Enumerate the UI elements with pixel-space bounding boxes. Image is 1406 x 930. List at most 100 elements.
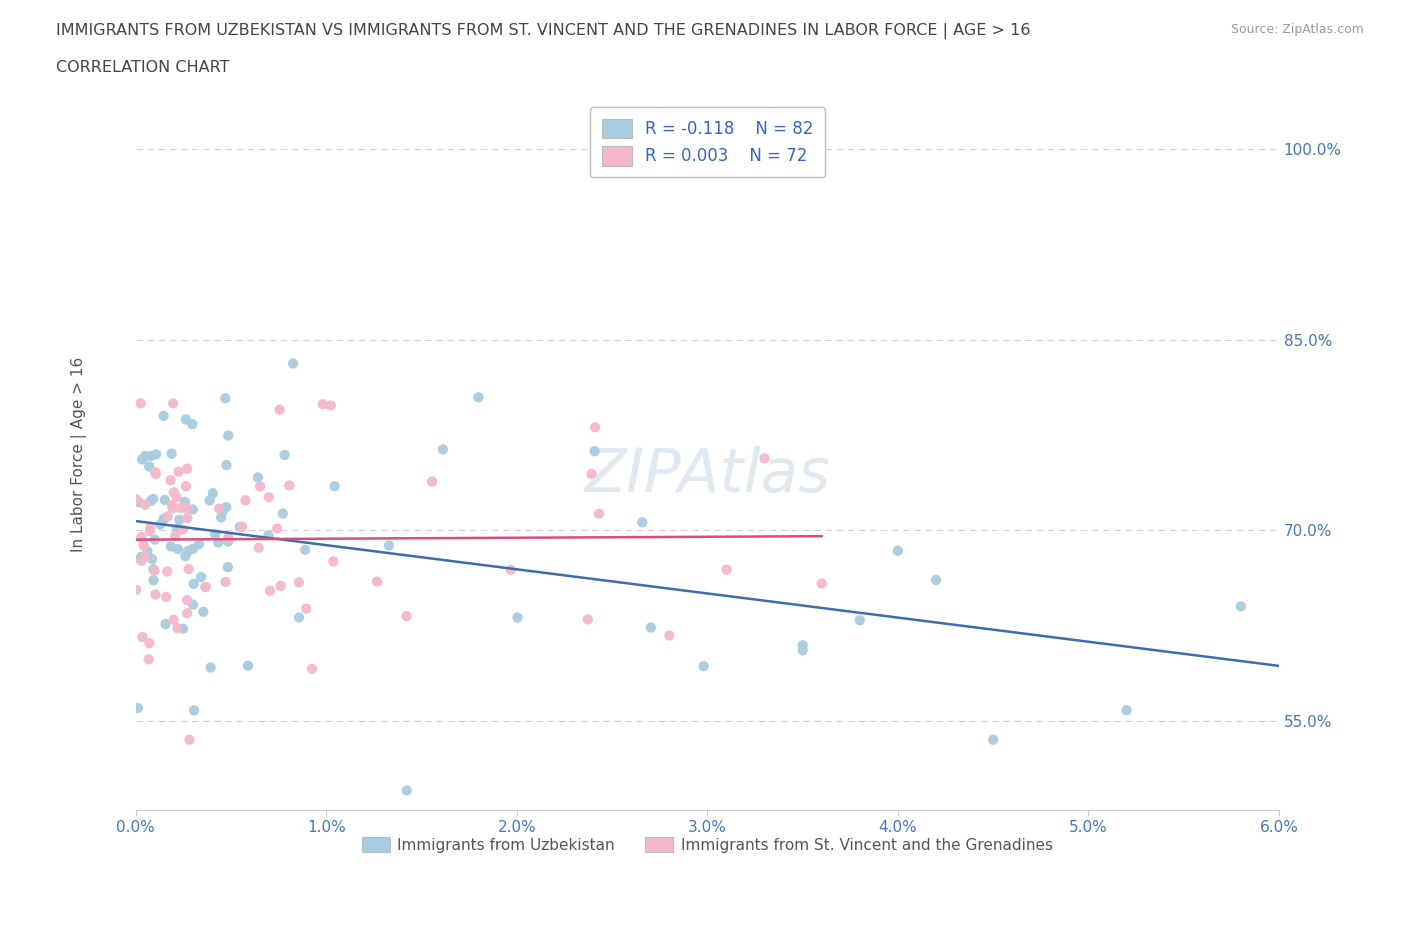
Point <box>273 447 295 462</box>
Point <box>177 562 200 577</box>
Point <box>134 448 156 463</box>
Point <box>499 563 522 578</box>
Point <box>139 520 162 535</box>
Point <box>176 461 198 476</box>
Point <box>139 494 162 509</box>
Point <box>366 574 388 589</box>
Point <box>155 590 177 604</box>
Point <box>217 530 239 545</box>
Point <box>125 492 148 507</box>
Point <box>172 621 194 636</box>
Point <box>163 485 186 500</box>
Point <box>128 495 150 510</box>
Point <box>177 543 200 558</box>
Point <box>152 512 174 526</box>
Point <box>156 565 179 579</box>
Point <box>249 479 271 494</box>
Point <box>153 493 176 508</box>
Point <box>214 391 236 405</box>
Point <box>1230 599 1253 614</box>
Point <box>129 551 152 566</box>
Point <box>167 464 190 479</box>
Point <box>294 542 316 557</box>
Point <box>134 498 156 512</box>
Point <box>160 498 183 512</box>
Point <box>143 532 166 547</box>
Point <box>174 412 197 427</box>
Point <box>176 605 198 620</box>
Point <box>208 501 231 516</box>
Point <box>658 628 681 643</box>
Point <box>194 579 217 594</box>
Point <box>162 500 184 515</box>
Point <box>166 620 188 635</box>
Point <box>692 658 714 673</box>
Point <box>129 530 152 545</box>
Point <box>155 617 177 631</box>
Point <box>145 467 167 482</box>
Point <box>217 560 239 575</box>
Point <box>174 549 197 564</box>
Point <box>631 515 654 530</box>
Point <box>176 592 198 607</box>
Point <box>131 452 153 467</box>
Point <box>378 538 401 553</box>
Point <box>162 396 184 411</box>
Point <box>142 573 165 588</box>
Point <box>136 544 159 559</box>
Point <box>181 597 204 612</box>
Point <box>143 465 166 480</box>
Point <box>217 534 239 549</box>
Point <box>640 620 662 635</box>
Point <box>169 500 191 515</box>
Point <box>198 493 221 508</box>
Point <box>588 506 610 521</box>
Point <box>849 613 872 628</box>
Point <box>176 500 198 515</box>
Point <box>925 572 948 587</box>
Point <box>166 521 188 536</box>
Point <box>271 506 294 521</box>
Point <box>131 550 153 565</box>
Point <box>506 610 529 625</box>
Point <box>166 541 188 556</box>
Point <box>792 638 814 653</box>
Point <box>134 549 156 564</box>
Point <box>270 578 292 593</box>
Point <box>145 447 167 462</box>
Point <box>204 526 226 541</box>
Point <box>257 490 280 505</box>
Point <box>395 609 418 624</box>
Point <box>160 446 183 461</box>
Point <box>183 703 205 718</box>
Point <box>1115 703 1137 718</box>
Point <box>194 579 217 594</box>
Text: CORRELATION CHART: CORRELATION CHART <box>56 60 229 75</box>
Point <box>323 479 346 494</box>
Point <box>322 554 344 569</box>
Point <box>142 562 165 577</box>
Point <box>201 485 224 500</box>
Point <box>152 408 174 423</box>
Point <box>181 417 204 432</box>
Point <box>583 419 606 434</box>
Point <box>165 528 187 543</box>
Point <box>395 783 418 798</box>
Text: ZIPAtlas: ZIPAtlas <box>585 446 831 505</box>
Point <box>467 390 489 405</box>
Point <box>181 541 204 556</box>
Point <box>231 519 253 534</box>
Point <box>138 652 160 667</box>
Point <box>188 537 211 551</box>
Point <box>138 524 160 538</box>
Point <box>581 466 603 481</box>
Point <box>259 583 281 598</box>
Point <box>792 643 814 658</box>
Point <box>127 700 149 715</box>
Point <box>181 502 204 517</box>
Point <box>156 509 179 524</box>
Point <box>138 636 160 651</box>
Point <box>215 458 238 472</box>
Point <box>257 528 280 543</box>
Point <box>246 470 269 485</box>
